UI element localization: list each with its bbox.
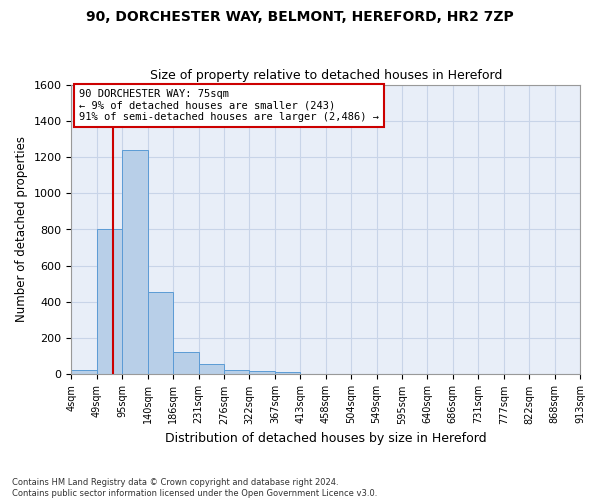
Y-axis label: Number of detached properties: Number of detached properties	[15, 136, 28, 322]
Title: Size of property relative to detached houses in Hereford: Size of property relative to detached ho…	[149, 69, 502, 82]
Bar	[224, 370, 250, 374]
Bar	[250, 371, 275, 374]
X-axis label: Distribution of detached houses by size in Hereford: Distribution of detached houses by size …	[165, 432, 487, 445]
Text: 90 DORCHESTER WAY: 75sqm
← 9% of detached houses are smaller (243)
91% of semi-d: 90 DORCHESTER WAY: 75sqm ← 9% of detache…	[79, 89, 379, 122]
Bar	[173, 352, 199, 374]
Bar	[97, 228, 122, 374]
Bar	[148, 292, 173, 374]
Text: 90, DORCHESTER WAY, BELMONT, HEREFORD, HR2 7ZP: 90, DORCHESTER WAY, BELMONT, HEREFORD, H…	[86, 10, 514, 24]
Bar	[199, 364, 224, 374]
Bar	[122, 150, 148, 374]
Bar	[71, 370, 97, 374]
Bar	[275, 372, 300, 374]
Text: Contains HM Land Registry data © Crown copyright and database right 2024.
Contai: Contains HM Land Registry data © Crown c…	[12, 478, 377, 498]
